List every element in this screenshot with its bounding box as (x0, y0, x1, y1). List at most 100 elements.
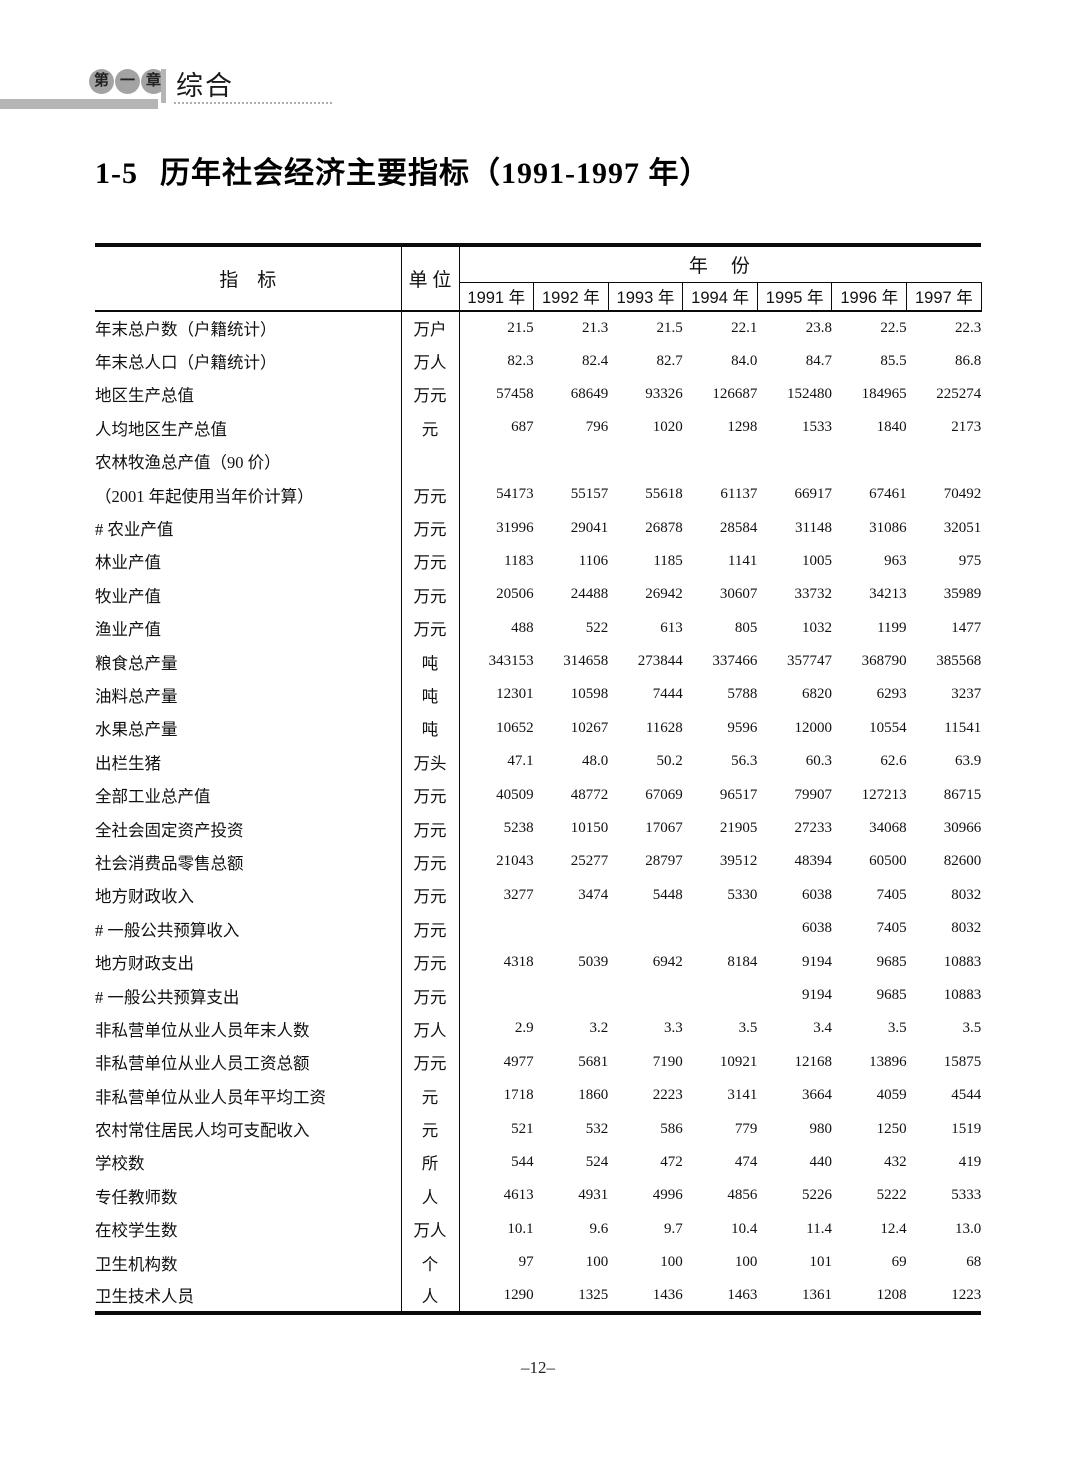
table-row: # 一般公共预算支出 万元 9194 9685 10883 (95, 978, 982, 1013)
value-cell: 26942 (645, 586, 683, 603)
value-cell: 17067 (645, 820, 683, 837)
value-cell: 63.9 (954, 753, 982, 770)
value-cell (608, 979, 683, 1012)
value-cell: 9685 (876, 987, 907, 1003)
value-cell: 10883 (943, 987, 982, 1003)
value-cell: 22.1 (731, 319, 758, 336)
value-cell: 1223 (951, 1286, 982, 1303)
value-cell: 419 (958, 1153, 982, 1170)
value-cell: 10554 (869, 719, 907, 736)
value-cell: 60500 (869, 853, 907, 870)
value-cell: 586 (660, 1120, 683, 1137)
indicator-label: 在校学生数 (95, 1221, 178, 1241)
value-cell: 85.5 (880, 352, 907, 369)
value-cell: 31086 (869, 519, 907, 536)
value-cell: 57458 (496, 385, 534, 402)
value-cell: 100 (660, 1254, 683, 1271)
value-cell: 152480 (786, 385, 832, 402)
indicator-label: # 一般公共预算支出 (95, 987, 240, 1007)
value-cell: 980 (809, 1120, 832, 1137)
value-cell: 34068 (869, 820, 907, 837)
value-cell: 61137 (720, 486, 758, 503)
value-cell: 522 (585, 619, 609, 636)
indicator-label: 渔业产值 (95, 620, 161, 640)
table-row: 专任教师数 人 4613 4931 4996 4856 5226 5222 5333 (95, 1179, 981, 1213)
value-cell: 1005 (801, 552, 832, 569)
value-cell: 12168 (794, 1053, 832, 1070)
value-cell: 55618 (645, 486, 683, 503)
value-cell: 4544 (951, 1087, 982, 1104)
value-cell: 32051 (943, 519, 982, 536)
value-cell: 6942 (652, 953, 683, 970)
unit-cell: 万人 (400, 1012, 460, 1046)
value-cell: 5226 (801, 1187, 832, 1204)
value-cell: 67461 (869, 486, 907, 503)
statistics-table-wrap: 指 标 单 位 年 份 1991 年 1992 年 1993 年 1994 年 … (95, 243, 982, 1315)
value-cell: 474 (734, 1153, 758, 1170)
value-cell: 2173 (951, 419, 982, 436)
value-cell: 1298 (727, 419, 758, 436)
value-cell: 21.5 (656, 319, 683, 336)
table-row: 非私营单位从业人员年末人数 万人 2.9 3.2 3.3 3.5 3.4 3.5 3.5 (95, 1012, 982, 1046)
value-cell: 48772 (570, 786, 609, 803)
value-cell: 2.9 (514, 1020, 534, 1037)
value-cell: 9194 (801, 953, 832, 970)
value-cell: 805 (734, 619, 758, 636)
value-cell: 21043 (496, 853, 534, 870)
value-cell: 39512 (719, 853, 758, 870)
table-row: （2001 年起使用当年价计算） 万元 54173 55157 55618 61137 66… (95, 477, 981, 512)
value-cell: 7405 (876, 920, 907, 937)
value-cell: 126687 (712, 385, 758, 402)
value-cell: 343153 (488, 653, 534, 670)
value-cell: 11628 (645, 719, 683, 736)
unit-cell: 元 (400, 411, 460, 445)
table-row: 学校数 所 544 524 472 474 440 432 419 (95, 1145, 982, 1180)
value-cell (534, 445, 609, 478)
value-cell: 184965 (861, 385, 907, 402)
unit-cell: 吨 (400, 678, 460, 712)
value-cell: 12.4 (880, 1220, 907, 1237)
value-cell: 1361 (801, 1286, 832, 1303)
value-cell: 5330 (727, 886, 758, 903)
value-cell: 86715 (943, 786, 982, 803)
value-cell: 82.7 (656, 352, 683, 369)
indicator-label: # 一般公共预算收入 (95, 920, 240, 940)
value-cell: 12000 (794, 719, 832, 736)
indicator-label: 人均地区生产总值 (95, 419, 227, 439)
value-cell: 1106 (578, 552, 609, 569)
unit-cell: 元 (400, 1078, 460, 1113)
value-cell: 79907 (794, 786, 832, 803)
unit-cell: 万人 (400, 1212, 460, 1246)
value-cell: 11.4 (806, 1220, 832, 1237)
value-cell: 15875 (943, 1053, 982, 1070)
value-cell: 779 (734, 1120, 758, 1137)
indicator-label: 牧业产值 (95, 586, 161, 606)
table-row: # 农业产值 万元 31996 29041 26878 28584 31148 31086 32… (95, 511, 982, 545)
value-cell: 1533 (801, 419, 832, 436)
unit-cell: 万元 (400, 611, 460, 645)
indicator-header: 指 标 (95, 245, 402, 312)
year-header: 1993 年 (607, 281, 684, 312)
value-cell: 21.5 (507, 319, 534, 336)
section-underline (174, 102, 332, 104)
value-cell: 613 (660, 619, 683, 636)
value-cell: 1185 (653, 552, 683, 569)
value-cell: 84.7 (805, 352, 832, 369)
value-cell: 66917 (794, 486, 832, 503)
value-cell: 6038 (801, 920, 832, 937)
value-cell (907, 445, 982, 478)
value-cell: 1183 (504, 552, 534, 569)
value-cell: 432 (884, 1153, 907, 1170)
header-grey-bar (0, 99, 158, 109)
value-cell: 33732 (794, 586, 832, 603)
value-cell: 127213 (861, 786, 907, 803)
indicator-label: 全社会固定资产投资 (95, 820, 244, 840)
indicator-label: 卫生技术人员 (95, 1287, 194, 1307)
unit-cell: 万元 (400, 544, 460, 579)
unit-cell: 元 (400, 1112, 460, 1146)
value-cell: 3.5 (962, 1020, 982, 1037)
value-cell: 34213 (869, 586, 907, 603)
value-cell: 5222 (876, 1187, 907, 1204)
value-cell: 10652 (496, 719, 534, 736)
indicator-label: # 农业产值 (95, 520, 174, 540)
